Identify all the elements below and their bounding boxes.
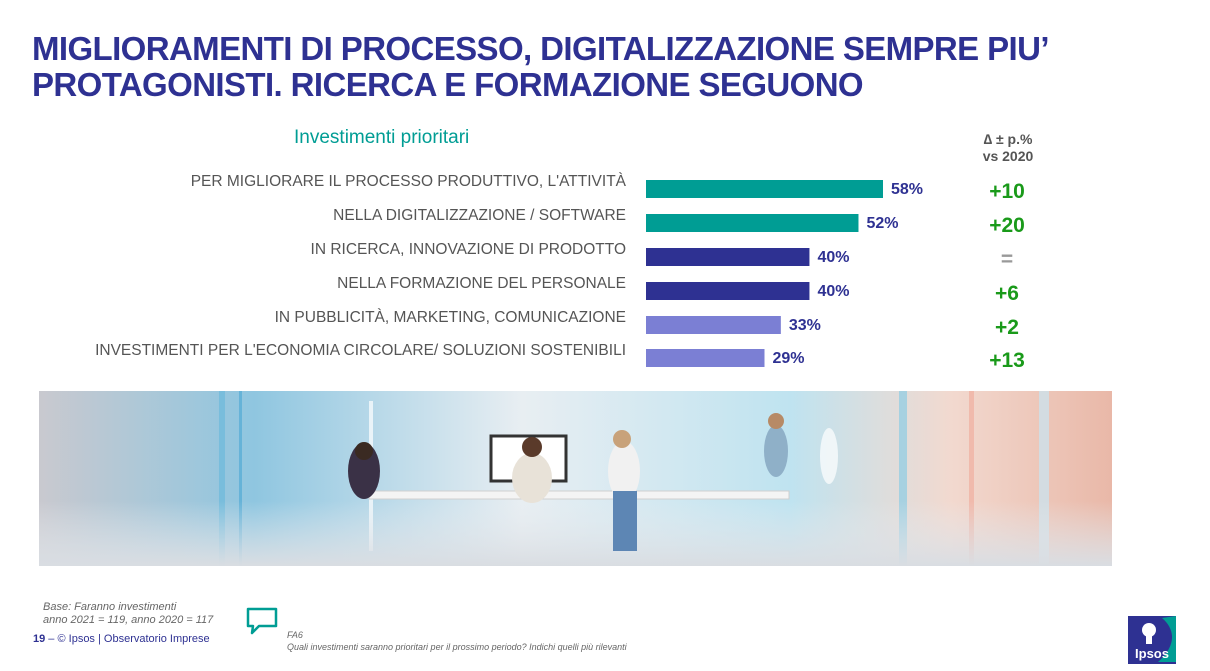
delta-value: = — [1001, 248, 1013, 271]
footer-page-info: 19 – © Ipsos | Observatorio Imprese — [33, 633, 210, 645]
bar — [646, 282, 810, 300]
speech-bubble-icon — [246, 607, 278, 635]
title-line-1: MIGLIORAMENTI DI PROCESSO, DIGITALIZZAZI… — [32, 30, 1050, 67]
bar-chart: PER MIGLIORARE IL PROCESSO PRODUTTIVO, L… — [95, 173, 1025, 372]
footer-question: FA6 Quali investimenti saranno prioritar… — [287, 629, 627, 653]
category-label: IN RICERCA, INNOVAZIONE DI PRODOTTO — [311, 241, 626, 258]
category-label: INVESTIMENTI PER L'ECONOMIA CIRCOLARE/ S… — [95, 342, 626, 359]
page-separator: – — [45, 633, 58, 645]
office-meeting-photo — [39, 391, 1112, 566]
footer-base-line-2: anno 2021 = 119, anno 2020 = 117 — [43, 614, 214, 626]
category-label: PER MIGLIORARE IL PROCESSO PRODUTTIVO, L… — [191, 173, 627, 190]
category-label: NELLA DIGITALIZZAZIONE / SOFTWARE — [333, 207, 626, 224]
delta-value: +13 — [989, 349, 1025, 372]
title-line-2: PROTAGONISTI. RICERCA E FORMAZIONE SEGUO… — [32, 66, 864, 103]
delta-header-line-2: vs 2020 — [982, 148, 1034, 164]
copyright-text: © Ipsos | Observatorio Imprese — [57, 633, 210, 645]
bar — [646, 180, 883, 198]
delta-header-line-1: ∆ ± p.% — [983, 131, 1033, 147]
delta-column-header: ∆ ± p.% vs 2020 — [968, 131, 1048, 165]
value-label: 58% — [891, 181, 923, 198]
ipsos-logo: Ipsos — [1128, 616, 1176, 664]
delta-value: +2 — [995, 316, 1019, 339]
chart-title: Investimenti prioritari — [294, 127, 470, 148]
value-label: 33% — [789, 317, 821, 334]
logo-text: Ipsos — [1135, 646, 1169, 661]
value-label: 52% — [866, 215, 898, 232]
page-number: 19 — [33, 633, 46, 645]
value-label: 40% — [817, 283, 849, 300]
category-label: IN PUBBLICITÀ, MARKETING, COMUNICAZIONE — [275, 309, 626, 326]
delta-value: +10 — [989, 180, 1025, 203]
question-text: Quali investimenti saranno prioritari pe… — [287, 642, 627, 652]
question-code: FA6 — [287, 630, 303, 640]
value-label: 40% — [817, 249, 849, 266]
value-label: 29% — [773, 350, 805, 367]
bar — [646, 349, 765, 367]
footer-base-note: Base: Faranno investimenti anno 2021 = 1… — [43, 601, 273, 627]
footer-base-line-1: Base: Faranno investimenti — [43, 601, 177, 613]
bar — [646, 248, 810, 266]
logo-mark-icon — [1142, 616, 1176, 662]
delta-value: +6 — [995, 282, 1019, 305]
delta-value: +20 — [989, 214, 1025, 237]
category-label: NELLA FORMAZIONE DEL PERSONALE — [337, 275, 626, 292]
bar — [646, 214, 859, 232]
bar — [646, 316, 781, 334]
page-title: MIGLIORAMENTI DI PROCESSO, DIGITALIZZAZI… — [32, 31, 1132, 103]
